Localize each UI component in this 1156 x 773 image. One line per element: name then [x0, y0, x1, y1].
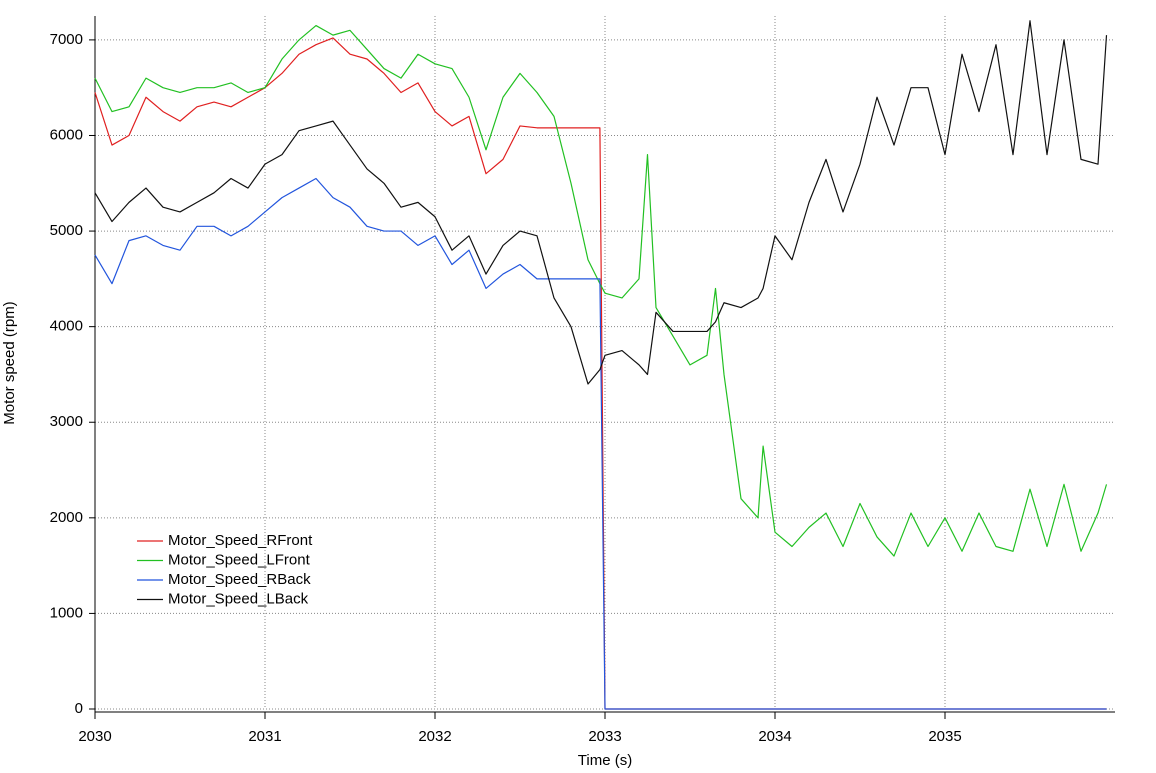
x-tick-label: 2033	[588, 728, 621, 745]
legend-label: Motor_Speed_LFront	[168, 551, 311, 568]
legend-label: Motor_Speed_LBack	[168, 590, 309, 607]
x-tick-label: 2031	[248, 728, 281, 745]
legend-label: Motor_Speed_RBack	[168, 571, 311, 588]
y-tick-label: 4000	[50, 318, 83, 335]
y-tick-label: 0	[75, 700, 83, 717]
x-tick-label: 2030	[78, 728, 111, 745]
y-tick-label: 5000	[50, 222, 83, 239]
series-line	[94, 20, 1108, 385]
y-axis-label: Motor speed (rpm)	[1, 301, 18, 424]
legend-label: Motor_Speed_RFront	[168, 532, 313, 549]
x-tick-label: 2034	[758, 728, 791, 745]
y-tick-label: 7000	[50, 31, 83, 48]
series-line	[94, 24, 1108, 557]
x-axis-label: Time (s)	[578, 752, 632, 769]
y-tick-label: 1000	[50, 604, 83, 621]
series-line	[94, 177, 1107, 710]
x-tick-label: 2032	[418, 728, 451, 745]
y-tick-label: 2000	[50, 509, 83, 526]
y-tick-label: 6000	[50, 126, 83, 143]
x-tick-label: 2035	[928, 728, 961, 745]
y-tick-label: 3000	[50, 413, 83, 430]
